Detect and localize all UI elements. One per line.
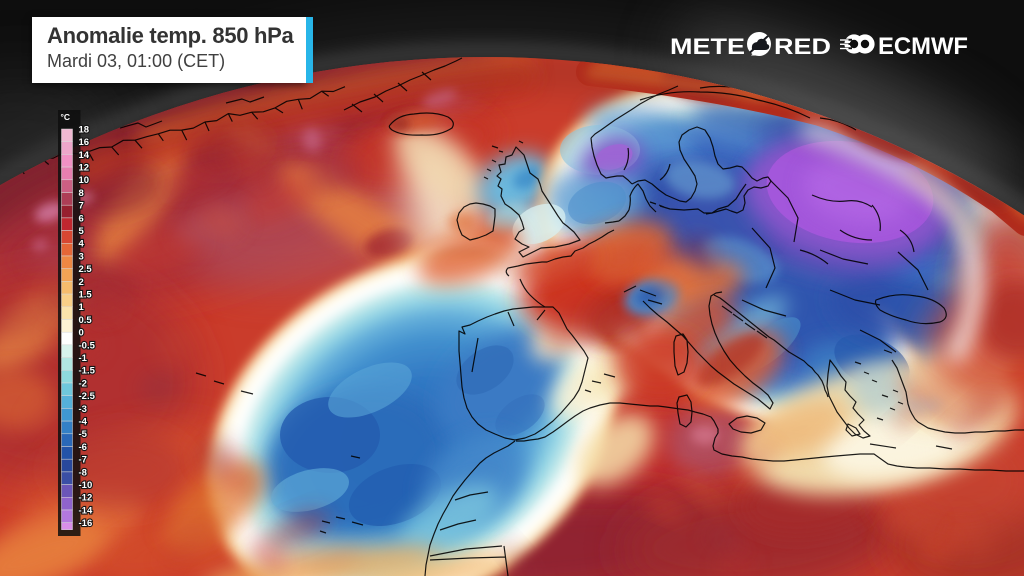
svg-text:METE: METE — [670, 34, 745, 59]
svg-text:-12: -12 — [79, 493, 93, 504]
svg-text:-1: -1 — [79, 353, 88, 364]
svg-text:16: 16 — [79, 137, 90, 148]
svg-text:3: 3 — [79, 251, 84, 262]
svg-text:-14: -14 — [79, 505, 93, 516]
svg-text:8: 8 — [79, 188, 84, 199]
svg-text:-7: -7 — [79, 455, 87, 466]
svg-text:-0.5: -0.5 — [79, 340, 96, 351]
svg-text:0: 0 — [79, 328, 84, 339]
svg-text:-6: -6 — [79, 442, 87, 453]
svg-text:2.5: 2.5 — [79, 264, 93, 275]
svg-text:-10: -10 — [79, 480, 93, 491]
svg-text:RED: RED — [774, 34, 831, 59]
svg-text:2: 2 — [79, 277, 84, 288]
svg-text:7: 7 — [79, 201, 84, 212]
svg-text:°C: °C — [61, 112, 71, 122]
svg-text:-5: -5 — [79, 429, 88, 440]
svg-text:12: 12 — [79, 163, 90, 174]
svg-text:-16: -16 — [79, 518, 93, 529]
svg-text:-8: -8 — [79, 467, 87, 478]
svg-text:-1.5: -1.5 — [79, 366, 96, 377]
svg-text:10: 10 — [79, 175, 90, 186]
svg-text:4: 4 — [79, 239, 85, 250]
svg-text:0.5: 0.5 — [79, 315, 93, 326]
svg-text:ECMWF: ECMWF — [878, 33, 968, 60]
svg-text:-2: -2 — [79, 378, 87, 389]
svg-text:14: 14 — [79, 150, 90, 161]
svg-text:1.5: 1.5 — [79, 290, 93, 301]
svg-text:-3: -3 — [79, 404, 87, 415]
svg-text:1: 1 — [79, 302, 85, 313]
svg-text:5: 5 — [79, 226, 85, 237]
svg-text:-4: -4 — [79, 417, 88, 428]
svg-text:6: 6 — [79, 213, 84, 224]
svg-text:18: 18 — [79, 124, 90, 135]
svg-text:-2.5: -2.5 — [79, 391, 96, 402]
